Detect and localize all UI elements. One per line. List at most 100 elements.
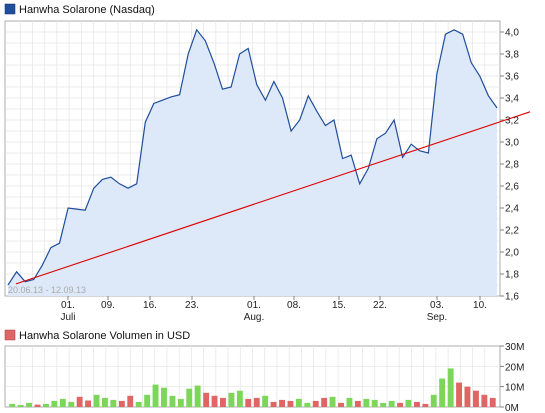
volume-bar bbox=[439, 378, 446, 407]
volume-bar bbox=[194, 385, 201, 407]
volume-bar bbox=[236, 390, 243, 407]
volume-bar bbox=[253, 397, 260, 407]
price-y-axis: 1,6 1,8 2,0 2,2 2,4 2,6 2,8 3,0 3,2 3,4 3,6 3,8 4,0 bbox=[500, 28, 519, 303]
volume-bar bbox=[110, 399, 117, 407]
price-x-tick-label: 15. bbox=[332, 300, 346, 311]
volume-bar bbox=[312, 400, 319, 407]
volume-bar bbox=[186, 388, 193, 407]
volume-bar bbox=[118, 400, 125, 407]
volume-y-tick-label: 0M bbox=[505, 403, 519, 413]
volume-y-tick-label: 10M bbox=[505, 383, 524, 394]
volume-bar bbox=[380, 402, 387, 407]
price-y-tick-label: 4,0 bbox=[505, 28, 519, 39]
price-y-tick-label: 1,8 bbox=[505, 270, 519, 281]
price-y-tick-label: 3,8 bbox=[505, 50, 519, 61]
volume-bar bbox=[177, 398, 184, 407]
price-x-tick-label: 03. bbox=[430, 300, 444, 311]
volume-bar bbox=[152, 384, 159, 407]
volume-bar bbox=[354, 400, 361, 407]
volume-bar bbox=[388, 400, 395, 407]
volume-bar bbox=[102, 397, 108, 407]
trend-line bbox=[15, 111, 531, 285]
price-x-tick-label: 16. bbox=[143, 300, 157, 311]
volume-bar bbox=[473, 390, 479, 407]
volume-bar bbox=[287, 400, 294, 407]
volume-bar bbox=[9, 403, 16, 407]
price-x-tick-label: 01. bbox=[61, 300, 75, 311]
volume-bar bbox=[34, 404, 41, 407]
volume-bar bbox=[304, 402, 311, 407]
volume-y-tick-label: 30M bbox=[505, 342, 524, 353]
volume-bar bbox=[127, 395, 134, 407]
price-y-tick-label: 2,8 bbox=[505, 160, 519, 171]
volume-bar bbox=[161, 387, 167, 407]
volume-bar bbox=[430, 394, 437, 407]
volume-chart-title: Hanwha Solarone Volumen in USD bbox=[19, 330, 190, 342]
volume-bar bbox=[211, 395, 218, 407]
price-x-tick-label: 09. bbox=[101, 300, 115, 311]
volume-bar bbox=[76, 396, 83, 407]
volume-bar bbox=[68, 401, 75, 407]
volume-bar bbox=[228, 392, 235, 407]
volume-bar bbox=[363, 398, 370, 407]
volume-y-axis: 30M 20M 10M 0M bbox=[500, 342, 524, 413]
volume-bar bbox=[169, 395, 176, 407]
volume-bar bbox=[414, 401, 420, 407]
volume-bar bbox=[371, 399, 378, 407]
price-y-tick-label: 2,6 bbox=[505, 182, 519, 193]
volume-y-tick-label: 20M bbox=[505, 362, 524, 373]
volume-bar bbox=[144, 394, 151, 407]
volume-bar bbox=[321, 397, 328, 407]
volume-bar bbox=[447, 368, 454, 407]
volume-bar bbox=[220, 397, 226, 407]
volume-bar bbox=[262, 395, 269, 407]
price-x-tick-label: 23. bbox=[185, 300, 199, 311]
volume-bar bbox=[456, 382, 462, 407]
volume-bar bbox=[338, 402, 344, 407]
price-x-month-label: Juli bbox=[60, 312, 75, 323]
volume-bar bbox=[245, 398, 252, 407]
volume-bar bbox=[26, 402, 32, 407]
volume-bar bbox=[464, 386, 471, 407]
volume-bar bbox=[17, 405, 24, 407]
price-panel: Hanwha Solarone (Nasdaq) 20.06.13 - 12.0… bbox=[4, 3, 531, 323]
volume-bar bbox=[329, 396, 336, 407]
price-y-tick-label: 2,0 bbox=[505, 248, 519, 259]
price-x-tick-label: 01. bbox=[247, 300, 261, 311]
price-y-tick-label: 3,6 bbox=[505, 72, 519, 83]
volume-bar bbox=[135, 401, 142, 407]
price-line bbox=[7, 28, 498, 286]
price-y-tick-label: 1,6 bbox=[505, 292, 519, 303]
price-y-tick-label: 3,4 bbox=[505, 94, 519, 105]
volume-bar bbox=[397, 402, 403, 407]
volume-bar bbox=[93, 394, 100, 407]
volume-bar bbox=[43, 403, 49, 407]
volume-bar bbox=[59, 398, 66, 407]
date-range-label: 20.06.13 - 12.09.13 bbox=[8, 285, 86, 295]
volume-bar bbox=[51, 400, 58, 407]
price-y-tick-label: 2,2 bbox=[505, 226, 519, 237]
price-area-fill bbox=[8, 29, 497, 297]
price-x-tick-label: 22. bbox=[373, 300, 387, 311]
price-x-month-label: Sep. bbox=[427, 312, 448, 323]
volume-bar bbox=[85, 400, 91, 407]
volume-bar bbox=[489, 397, 496, 407]
volume-bar bbox=[346, 397, 353, 407]
price-chart-title: Hanwha Solarone (Nasdaq) bbox=[19, 4, 155, 16]
volume-bar bbox=[422, 403, 429, 407]
volume-bar bbox=[279, 399, 285, 407]
price-legend-swatch bbox=[4, 3, 16, 15]
volume-bar bbox=[481, 394, 488, 407]
price-x-tick-label: 08. bbox=[287, 300, 301, 311]
volume-bar bbox=[405, 399, 412, 407]
volume-panel: Hanwha Solarone Volumen in USD 30M 20M 10M… bbox=[4, 329, 524, 413]
price-y-tick-label: 3,0 bbox=[505, 138, 519, 149]
price-x-month-label: Aug. bbox=[244, 312, 265, 323]
volume-bars bbox=[9, 368, 496, 407]
price-y-tick-label: 3,2 bbox=[505, 116, 519, 127]
volume-legend-swatch bbox=[4, 329, 16, 341]
volume-bar bbox=[203, 392, 210, 407]
volume-bar bbox=[295, 398, 302, 407]
